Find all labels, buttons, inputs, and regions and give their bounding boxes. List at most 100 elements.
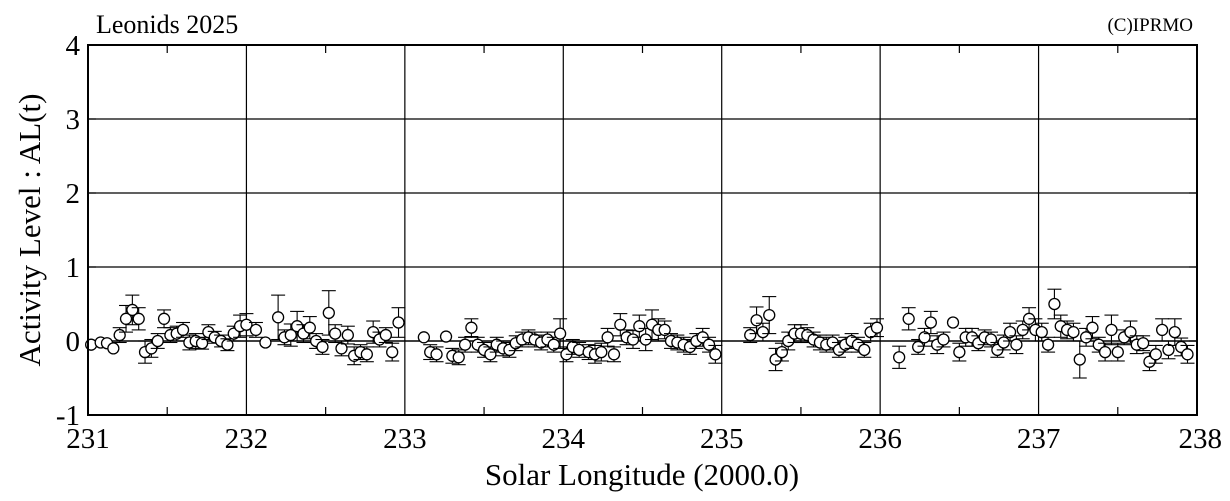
data-point bbox=[315, 338, 330, 355]
data-marker bbox=[1041, 338, 1055, 351]
data-point bbox=[385, 342, 400, 362]
data-marker bbox=[392, 316, 405, 329]
x-tick-label: 234 bbox=[542, 423, 586, 455]
data-marker bbox=[465, 321, 478, 334]
data-point bbox=[195, 336, 210, 350]
chart-title: Leonids 2025 bbox=[96, 10, 238, 39]
data-marker bbox=[744, 328, 757, 342]
data-marker bbox=[553, 327, 567, 340]
data-point bbox=[328, 324, 343, 344]
data-marker bbox=[912, 340, 925, 354]
data-marker bbox=[607, 348, 621, 361]
data-point bbox=[283, 323, 298, 347]
data-point bbox=[857, 341, 872, 358]
data-marker bbox=[328, 327, 342, 340]
data-point bbox=[1136, 335, 1151, 352]
data-marker bbox=[1098, 345, 1112, 359]
x-tick-label: 232 bbox=[225, 423, 269, 455]
data-marker bbox=[547, 338, 560, 351]
data-marker bbox=[379, 328, 392, 342]
x-tick-label: 235 bbox=[700, 423, 744, 455]
data-point bbox=[1104, 314, 1119, 346]
data-marker bbox=[946, 316, 960, 329]
data-marker bbox=[303, 321, 316, 334]
y-tick-label: 3 bbox=[66, 104, 81, 136]
data-point bbox=[708, 344, 723, 364]
data-point bbox=[150, 333, 165, 349]
data-point bbox=[107, 342, 120, 355]
data-point bbox=[553, 318, 568, 349]
x-tick-label: 236 bbox=[858, 423, 902, 455]
data-marker bbox=[1168, 325, 1181, 339]
data-point bbox=[911, 338, 926, 355]
data-marker bbox=[709, 348, 722, 361]
data-point bbox=[378, 327, 393, 344]
data-point bbox=[901, 307, 916, 331]
data-point bbox=[1079, 327, 1094, 347]
data-marker bbox=[924, 316, 937, 329]
y-tick-label: -1 bbox=[56, 400, 80, 432]
data-point bbox=[996, 334, 1011, 351]
data-point bbox=[1041, 336, 1056, 353]
data-marker bbox=[633, 320, 646, 333]
data-marker bbox=[750, 314, 763, 327]
grid-lines bbox=[87, 44, 1198, 416]
copyright-label: (C)IPRMO bbox=[1107, 15, 1193, 36]
data-marker bbox=[458, 338, 472, 351]
data-marker bbox=[151, 334, 164, 348]
data-point bbox=[464, 318, 479, 338]
data-point bbox=[439, 330, 453, 343]
data-marker bbox=[953, 345, 966, 359]
data-marker bbox=[417, 331, 431, 344]
data-marker bbox=[984, 333, 998, 346]
data-marker bbox=[937, 333, 950, 346]
data-point bbox=[1009, 335, 1024, 355]
data-marker bbox=[113, 328, 126, 342]
data-marker bbox=[918, 331, 931, 344]
data-point bbox=[1003, 322, 1018, 342]
data-marker bbox=[1105, 323, 1118, 337]
data-point bbox=[1174, 337, 1189, 357]
x-tick-label: 238 bbox=[1179, 423, 1223, 455]
data-marker bbox=[249, 323, 263, 337]
data-point bbox=[157, 309, 172, 329]
data-point bbox=[606, 346, 621, 363]
data-marker bbox=[763, 308, 776, 322]
data-marker bbox=[484, 348, 497, 361]
data-marker bbox=[430, 348, 443, 361]
data-marker bbox=[1079, 331, 1093, 344]
data-point bbox=[1098, 342, 1113, 362]
data-marker bbox=[1010, 338, 1023, 351]
data-point bbox=[546, 336, 561, 353]
data-point bbox=[917, 327, 932, 347]
data-point bbox=[1142, 352, 1157, 372]
data-point bbox=[391, 307, 406, 338]
data-marker bbox=[775, 345, 789, 359]
data-marker bbox=[1155, 323, 1169, 337]
data-series bbox=[85, 288, 1195, 379]
data-point bbox=[334, 340, 349, 357]
data-marker bbox=[335, 342, 348, 355]
data-point bbox=[762, 296, 777, 335]
data-point bbox=[892, 345, 907, 369]
data-marker bbox=[1067, 325, 1080, 339]
data-point bbox=[259, 336, 272, 349]
data-marker bbox=[893, 351, 906, 364]
data-point bbox=[936, 331, 951, 348]
data-marker bbox=[176, 323, 190, 337]
data-marker bbox=[1162, 343, 1175, 357]
data-point bbox=[1072, 340, 1087, 379]
data-marker bbox=[614, 318, 627, 331]
data-marker bbox=[1124, 325, 1137, 339]
data-point bbox=[359, 346, 374, 363]
data-marker bbox=[259, 336, 272, 349]
data-marker bbox=[870, 321, 884, 334]
data-marker bbox=[595, 345, 608, 359]
data-marker bbox=[221, 338, 234, 351]
data-marker bbox=[341, 328, 354, 342]
y-tick-label: 1 bbox=[66, 252, 81, 284]
data-point bbox=[1180, 344, 1195, 364]
data-point bbox=[755, 322, 770, 342]
data-point bbox=[112, 327, 127, 344]
data-marker bbox=[997, 336, 1010, 349]
